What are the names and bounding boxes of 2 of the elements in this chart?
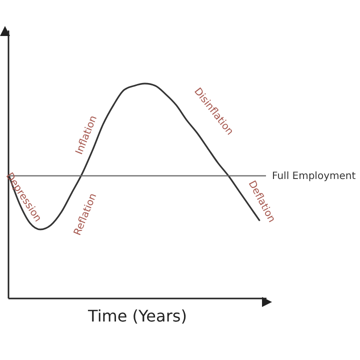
x-axis-title: Time (Years) [87, 306, 187, 326]
ref-line-label: Full Employment [272, 170, 356, 182]
